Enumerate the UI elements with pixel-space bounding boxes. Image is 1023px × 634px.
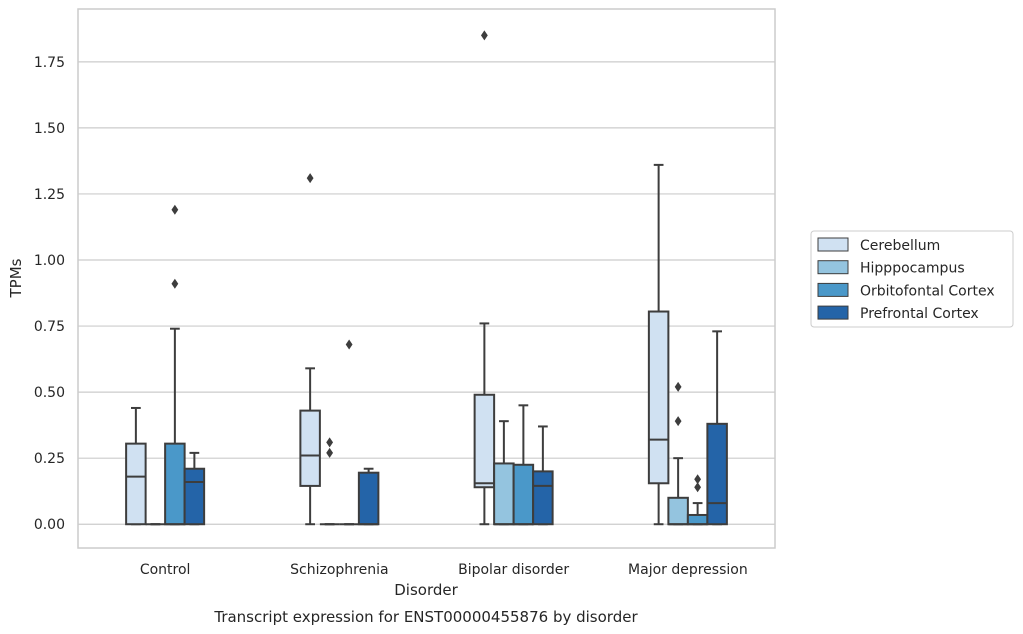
- box-plot: [125, 406, 147, 526]
- box-plot: [493, 420, 515, 526]
- y-tick-label: 0.75: [34, 319, 65, 335]
- box: [686, 513, 709, 526]
- box-plot: [183, 451, 206, 526]
- box: [357, 471, 380, 526]
- legend-item: Prefrontal Cortex: [817, 305, 979, 322]
- box-plot: [667, 381, 689, 526]
- y-tick-label: 1.25: [34, 187, 65, 203]
- y-tick-label: 0.00: [34, 517, 65, 533]
- box-plots: [125, 30, 728, 526]
- box: [299, 409, 321, 487]
- legend-label: Hipppocampus: [860, 261, 965, 277]
- outlier-marker: [674, 381, 682, 392]
- box: [647, 310, 670, 485]
- box-plot: [532, 425, 554, 526]
- legend-swatch: [817, 237, 849, 252]
- x-tick-label: Major depression: [628, 562, 748, 578]
- box: [473, 393, 496, 489]
- legend-swatch: [817, 260, 849, 275]
- outlier-marker: [694, 482, 702, 493]
- outlier-marker: [326, 437, 334, 448]
- outlier-marker: [171, 204, 179, 215]
- outlier-marker: [694, 474, 702, 485]
- x-tick-label: Bipolar disorder: [458, 562, 569, 578]
- outlier-marker: [326, 447, 334, 458]
- box: [125, 442, 147, 526]
- box-plot: [357, 467, 380, 526]
- y-tick-label: 0.50: [34, 385, 65, 401]
- y-tick-label: 1.50: [34, 121, 65, 137]
- legend-swatch: [817, 282, 849, 297]
- outlier-marker: [171, 278, 179, 289]
- box: [164, 442, 186, 526]
- box: [512, 463, 535, 526]
- y-tick-label: 1.00: [34, 253, 65, 269]
- legend-frame: [810, 230, 1014, 328]
- box: [183, 467, 206, 526]
- y-axis-label: TPMs: [7, 258, 25, 298]
- legend-item: Hipppocampus: [817, 260, 965, 277]
- chart-caption: Transcript expression for ENST0000045587…: [213, 608, 638, 626]
- box-plot: [319, 437, 340, 526]
- legend-label: Cerebellum: [860, 238, 940, 254]
- legend: Cerebellum Hipppocampus Orbitofontal Corte…: [810, 230, 1014, 328]
- x-axis-label: Disorder: [394, 581, 458, 599]
- box-plot: [647, 163, 670, 526]
- box-plot: [339, 339, 359, 526]
- box-plot: [706, 330, 728, 526]
- outlier-marker: [345, 339, 353, 350]
- box-plot: [473, 30, 496, 526]
- box: [532, 470, 554, 526]
- x-tick-labels: Control Schizophrenia Bipolar disorder Majo…: [140, 562, 748, 578]
- legend-swatch: [817, 305, 849, 320]
- box: [706, 422, 728, 526]
- y-tick-label: 1.75: [34, 55, 65, 71]
- legend-item: Cerebellum: [817, 237, 940, 254]
- y-tick-label: 0.25: [34, 451, 65, 467]
- legend-label: Prefrontal Cortex: [860, 306, 979, 322]
- outlier-marker: [480, 30, 488, 41]
- box-plot: [512, 404, 535, 526]
- legend-item: Orbitofontal Cortex: [817, 282, 995, 299]
- x-tick-label: Schizophrenia: [290, 562, 388, 578]
- box-plot: [299, 173, 321, 526]
- box: [667, 496, 689, 526]
- x-tick-label: Control: [140, 562, 191, 578]
- box: [493, 462, 515, 526]
- outlier-marker: [674, 416, 682, 427]
- y-tick-labels: 0.00 0.25 0.50 0.75 1.00 1.25 1.50 1.75: [34, 55, 65, 533]
- box-plot: [164, 204, 186, 526]
- legend-label: Orbitofontal Cortex: [860, 283, 995, 299]
- outlier-marker: [306, 173, 314, 184]
